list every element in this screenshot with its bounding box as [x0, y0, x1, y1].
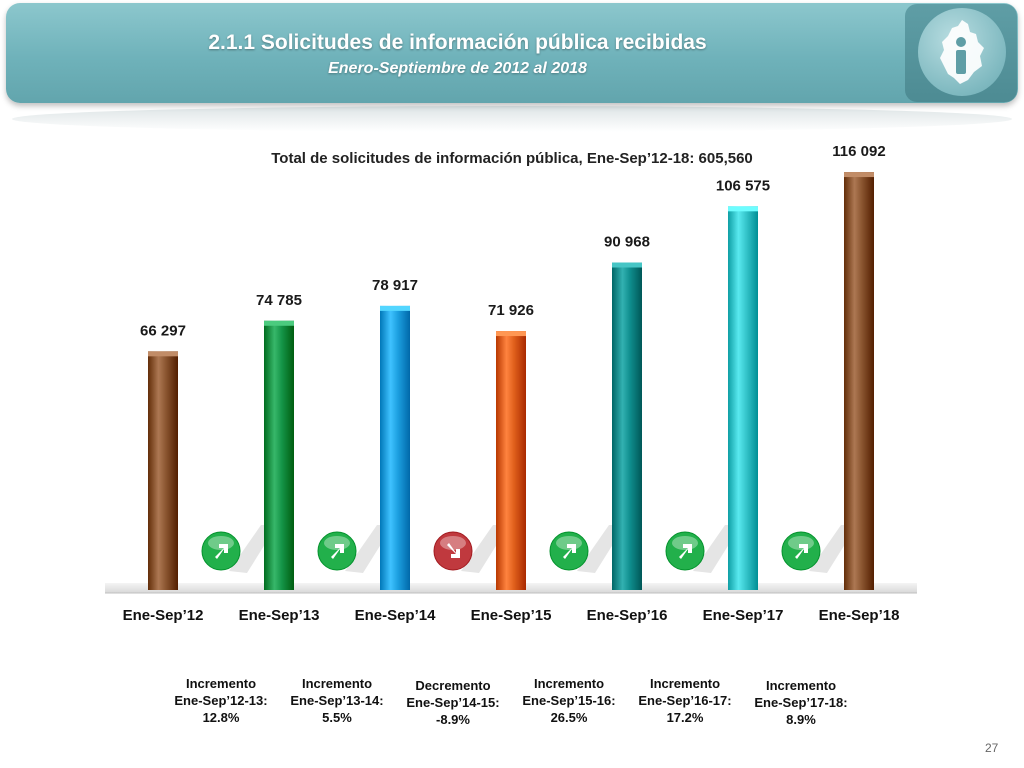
change-note-line-1: Ene-Sep’12-13:: [174, 693, 268, 708]
arrow-up-right-icon: [781, 531, 821, 571]
change-note-line-1: Ene-Sep’16-17:: [638, 693, 732, 708]
change-note-line-0: Incremento: [649, 676, 721, 691]
tick-label-4: Ene-Sep’16: [587, 607, 668, 624]
bar-top-4: [612, 262, 642, 268]
change-note-line-2: 26.5%: [550, 710, 588, 725]
arrow-up-right-icon: [317, 531, 357, 571]
tick-label-6: Ene-Sep’18: [819, 607, 900, 624]
bar-1: [264, 320, 294, 590]
change-note-line-0: Decremento: [415, 678, 491, 693]
change-note-line-2: 5.5%: [322, 710, 352, 725]
bar-top-1: [264, 320, 294, 326]
bar-top-2: [380, 305, 410, 311]
change-note-line-1: Ene-Sep’13-14:: [290, 693, 384, 708]
change-arrow-5: [795, 544, 808, 559]
cdmx-map-info-logo-icon: [940, 20, 984, 84]
page-subtitle: Enero-Septiembre de 2012 al 2018: [328, 60, 587, 77]
page-number: 27: [985, 741, 999, 755]
header-banner: [6, 3, 1018, 103]
bar-0: [148, 351, 178, 590]
bar-top-0: [148, 351, 178, 357]
change-note-4: Incremento Ene-Sep’16-17: 17.2%: [625, 675, 745, 726]
header-shadow: [12, 106, 1012, 132]
change-note-line-0: Incremento: [765, 678, 837, 693]
bar-top-3: [496, 331, 526, 337]
arrow-down-right-icon: [433, 531, 473, 571]
change-note-line-2: 8.9%: [786, 712, 816, 727]
bar-5: [728, 206, 758, 590]
arrow-up-right-icon: [549, 531, 589, 571]
change-note-line-1: Ene-Sep’17-18:: [754, 695, 848, 710]
change-note-2: Decremento Ene-Sep’14-15: -8.9%: [393, 677, 513, 728]
value-label-2: 78 917: [372, 277, 418, 294]
tick-label-2: Ene-Sep’14: [355, 607, 437, 624]
change-arrow-1: [331, 544, 344, 559]
tick-label-3: Ene-Sep’15: [471, 607, 552, 624]
bar-top-6: [844, 172, 874, 178]
change-note-line-2: 17.2%: [666, 710, 704, 725]
bar-top-5: [728, 206, 758, 212]
change-note-line-2: -8.9%: [436, 712, 470, 727]
change-note-3: Incremento Ene-Sep’15-16: 26.5%: [509, 675, 629, 726]
bar-2: [380, 305, 410, 590]
chart-title: Total de solicitudes de información públ…: [271, 150, 753, 167]
bar-6: [844, 172, 874, 591]
value-label-0: 66 297: [140, 322, 186, 339]
tick-label-5: Ene-Sep’17: [703, 607, 784, 624]
change-arrow-2: [447, 543, 460, 558]
bar-3: [496, 331, 526, 590]
change-note-0: Incremento Ene-Sep’12-13: 12.8%: [161, 675, 281, 726]
change-note-1: Incremento Ene-Sep’13-14: 5.5%: [277, 675, 397, 726]
change-note-line-0: Incremento: [301, 676, 373, 691]
value-label-5: 106 575: [716, 177, 770, 194]
change-icon-gloss-2: [440, 536, 466, 550]
tick-label-0: Ene-Sep’12: [123, 607, 204, 624]
tick-label-1: Ene-Sep’13: [239, 607, 320, 624]
value-label-4: 90 968: [604, 234, 650, 251]
logo: [905, 4, 1017, 102]
value-label-3: 71 926: [488, 302, 534, 319]
value-label-1: 74 785: [256, 292, 302, 309]
change-note-line-0: Incremento: [533, 676, 605, 691]
change-note-5: Incremento Ene-Sep’17-18: 8.9%: [741, 677, 861, 728]
change-arrow-4: [679, 544, 692, 559]
change-arrow-0: [215, 544, 228, 559]
change-note-line-1: Ene-Sep’14-15:: [406, 695, 500, 710]
logo-badge: [918, 8, 1006, 96]
value-label-6: 116 092: [832, 143, 885, 160]
arrow-up-right-icon: [665, 531, 705, 571]
bar-4: [612, 262, 642, 590]
change-arrow-3: [563, 544, 576, 559]
bar-chart: 66 297 74 785 78 917 71 926 90 968 106 575 116…: [105, 143, 917, 624]
page-title: 2.1.1 Solicitudes de información pública…: [208, 31, 707, 54]
arrow-up-right-icon: [201, 531, 241, 571]
change-note-line-0: Incremento: [185, 676, 257, 691]
change-note-line-1: Ene-Sep’15-16:: [522, 693, 616, 708]
change-note-line-2: 12.8%: [202, 710, 240, 725]
